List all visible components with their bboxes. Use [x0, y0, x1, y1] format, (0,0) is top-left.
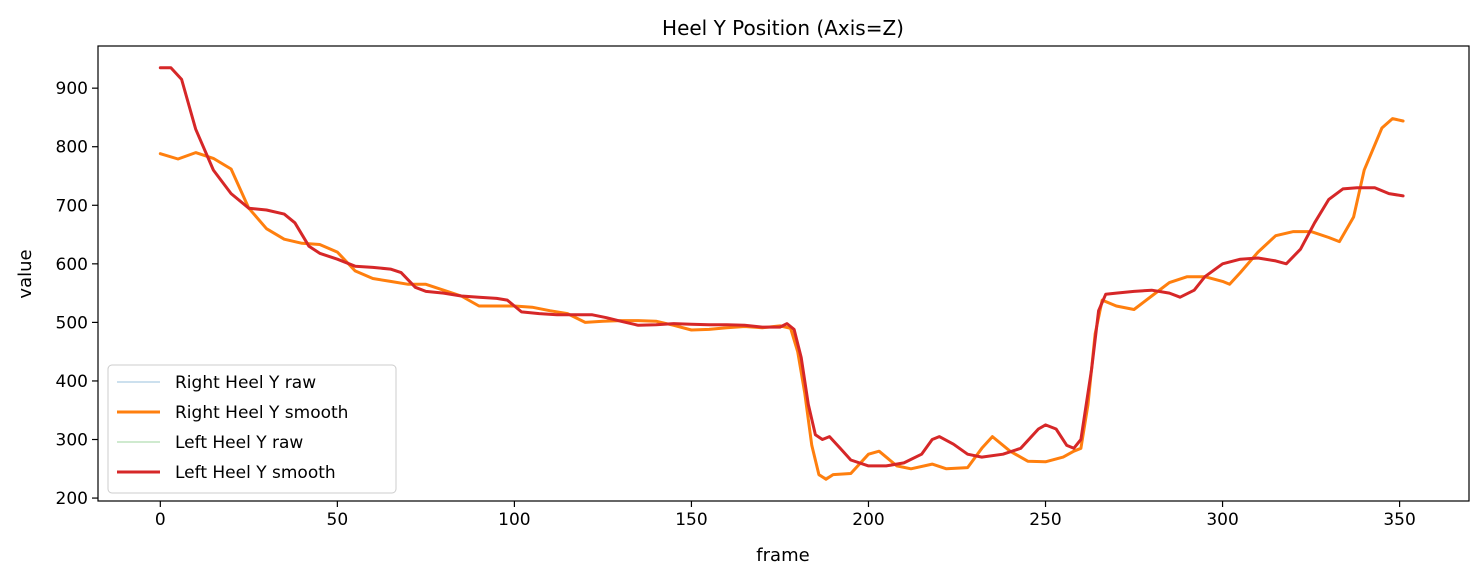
legend-box	[107, 364, 397, 494]
plot-frame	[97, 45, 1470, 502]
y-tick-label: 600	[56, 255, 88, 275]
legend-label-4: Left Heel Y smooth	[175, 463, 336, 483]
legend-label-3: Left Heel Y raw	[175, 433, 303, 453]
x-axis-label: frame	[756, 545, 809, 566]
y-tick-label: 900	[56, 79, 88, 99]
legend: Right Heel Y raw Right Heel Y smooth Left …	[107, 364, 397, 494]
x-tick-label: 100	[498, 510, 530, 530]
y-tick-label: 300	[56, 431, 88, 451]
x-tick-label: 250	[1029, 510, 1061, 530]
y-tick-label: 400	[56, 372, 88, 392]
x-tick-label: 200	[852, 510, 884, 530]
chart-title: Heel Y Position (Axis=Z)	[662, 16, 904, 40]
legend-label-1: Right Heel Y raw	[175, 373, 316, 393]
x-tick-label: 50	[327, 510, 349, 530]
x-tick-label: 0	[155, 510, 166, 530]
y-axis-label: value	[15, 249, 36, 298]
y-tick-label: 800	[56, 138, 88, 158]
series-layer	[158, 66, 1405, 481]
y-tick-label: 500	[56, 313, 88, 333]
series-line-2	[158, 117, 1405, 481]
x-tick-label: 150	[675, 510, 707, 530]
series-line-4	[158, 66, 1405, 468]
ticks-layer: 0 50 100 150 200 250 300 350 200 300 400 500 600 700 8…	[56, 79, 1416, 530]
x-tick-label: 350	[1383, 510, 1415, 530]
y-tick-label: 700	[56, 196, 88, 216]
legend-label-2: Right Heel Y smooth	[175, 403, 348, 423]
x-tick-label: 300	[1206, 510, 1238, 530]
legend-entries: Right Heel Y raw Right Heel Y smooth Left …	[117, 373, 348, 483]
y-tick-label: 200	[56, 489, 88, 509]
